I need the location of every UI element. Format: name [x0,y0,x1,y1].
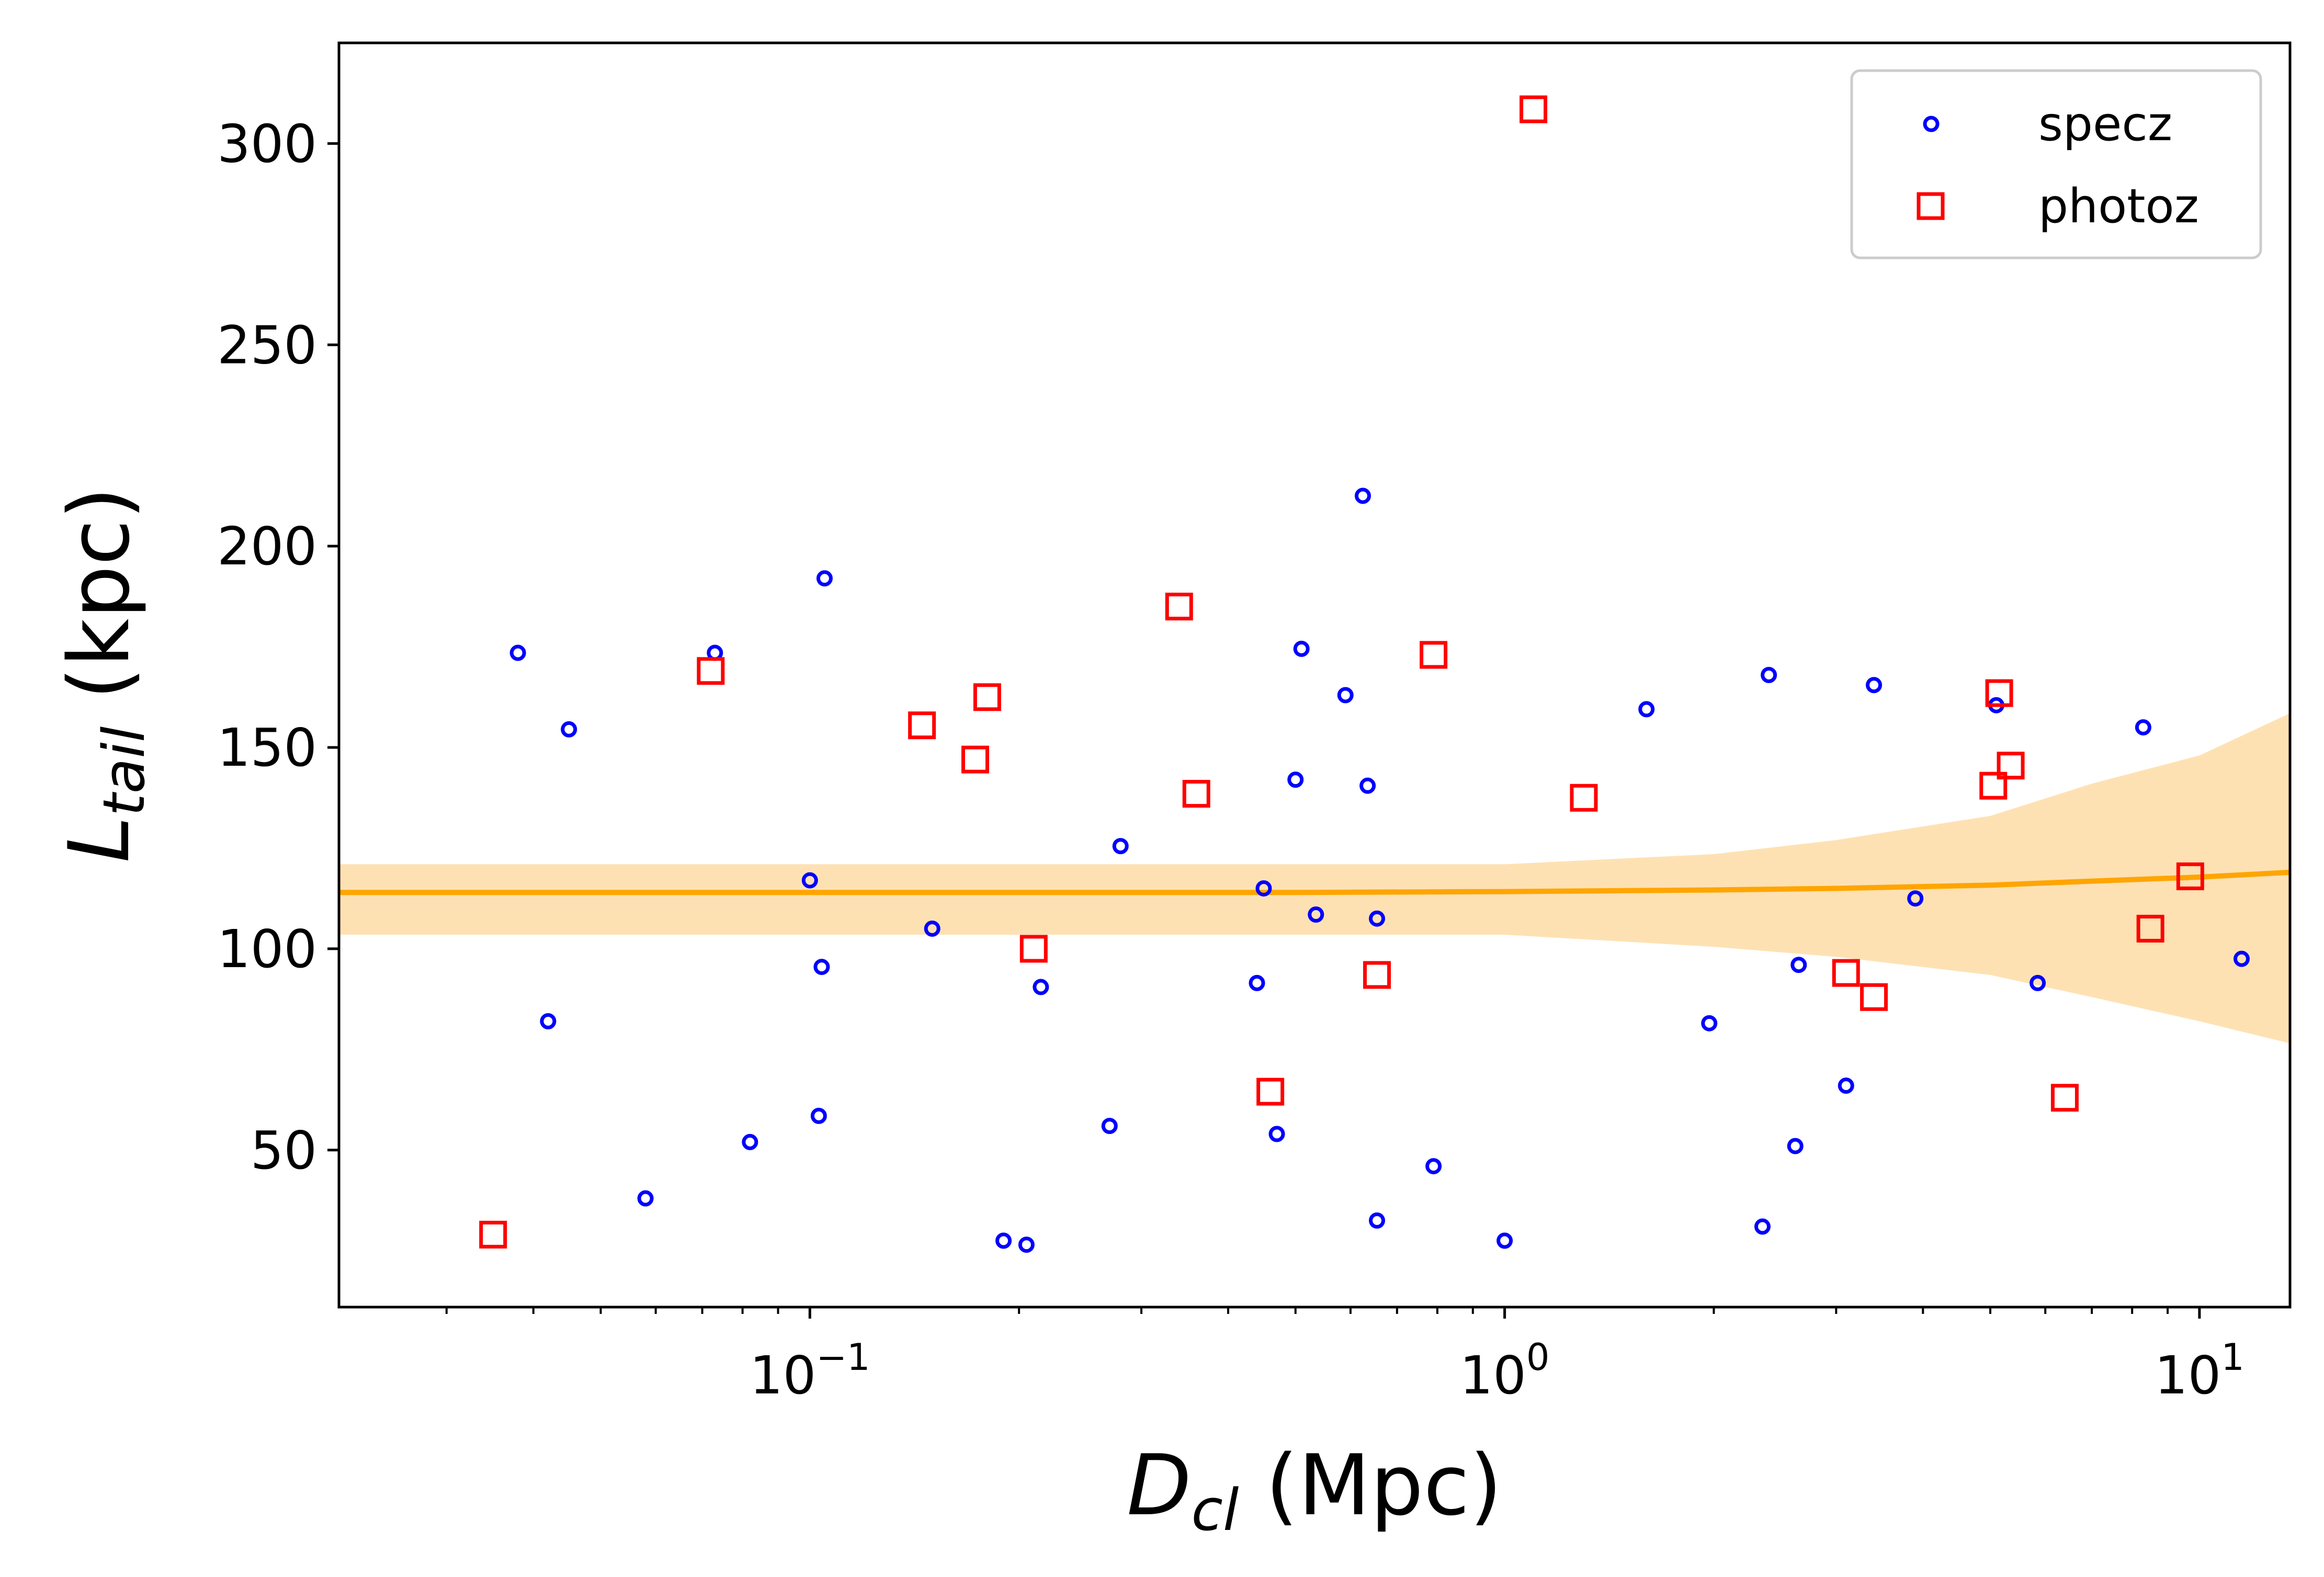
specz-point [1701,1015,1718,1031]
specz-point [509,644,526,661]
x-axis-label-main: D [1127,1436,1191,1534]
plot-area [339,95,2290,1253]
y-tick-label: 250 [217,314,317,376]
y-axis-label-main: L [50,816,148,863]
x-tick-label: 101 [2155,1336,2244,1406]
specz-point [1425,1158,1442,1175]
photoz-point [1860,983,1888,1011]
photoz-point [1985,679,2013,707]
specz-point [995,1232,1012,1249]
fit-confidence-band [339,713,2290,1043]
specz-point [1354,487,1371,504]
specz-point [801,872,818,889]
y-tick-label: 150 [217,717,317,778]
legend-box [1850,69,2262,259]
x-tick-label: 10−1 [750,1336,870,1406]
photoz-point [1997,752,2025,780]
specz-point [2030,974,2046,991]
specz-point [810,1107,827,1124]
specz-point [1293,640,1310,657]
photoz-point [1570,784,1598,812]
photoz-point [2136,914,2164,943]
specz-point [1268,1126,1285,1142]
photoz-point [1420,641,1448,669]
specz-point [1866,677,1883,694]
specz-point [1101,1118,1118,1134]
specz-point [1337,687,1354,704]
plot-frame [337,41,2292,1309]
specz-point [1112,838,1129,855]
legend-photoz-marker [1917,192,1945,220]
specz-point [1018,1236,1035,1253]
photoz-point [961,745,989,774]
specz-point [637,1190,654,1207]
y-axis-label: Ltail (kpc) [50,487,157,863]
legend: specz photoz [1850,69,2262,259]
specz-point [813,959,830,975]
specz-point [1249,974,1265,991]
specz-point [2234,950,2250,967]
x-axis-label-sub: cl [1191,1477,1239,1544]
photoz-point [1979,772,2008,800]
specz-point [1754,1218,1771,1235]
x-tick-label: 100 [1460,1336,1550,1406]
photoz-point [697,657,725,685]
photoz-point [479,1220,507,1249]
legend-specz-label: specz [2038,97,2172,152]
specz-point [1368,910,1385,927]
specz-point [2135,719,2151,736]
photoz-point [2050,1084,2079,1112]
specz-point [1787,1138,1804,1154]
y-axis-label-unit: (kpc) [50,487,148,727]
specz-point [1033,979,1049,995]
y-axis-label-sub: tail [90,726,157,816]
specz-point [816,570,833,587]
specz-point [1907,890,1924,907]
specz-point [1368,1212,1385,1229]
photoz-point [908,711,936,740]
specz-point [742,1133,758,1150]
specz-point [561,721,577,738]
legend-photoz-label: photoz [2038,179,2199,234]
specz-point [1255,880,1272,897]
x-axis-label: Dcl (Mpc) [1127,1436,1502,1544]
specz-point [1761,667,1777,683]
y-tick-label: 300 [217,113,317,174]
photoz-point [1165,593,1193,621]
specz-point [540,1013,557,1029]
y-tick-label: 200 [217,516,317,577]
y-tick-label: 50 [251,1120,317,1181]
specz-point [1638,701,1655,718]
y-tick-label: 100 [217,918,317,980]
photoz-point [1363,961,1391,989]
specz-point [1359,777,1376,794]
specz-point [1308,906,1324,923]
photoz-point [1832,959,1860,987]
photoz-point [1182,780,1210,808]
photoz-point [2176,862,2204,890]
photoz-point [1019,935,1048,963]
photoz-point [1256,1077,1285,1106]
specz-point [1287,772,1304,788]
specz-point [1838,1077,1854,1094]
axes: 50 100 150 200 250 300 10−1 100 101 [217,113,2244,1406]
x-axis-label-unit: (Mpc) [1239,1436,1502,1534]
photoz-point [973,683,1001,711]
fit-line [339,869,2290,895]
photoz-point [1520,95,1548,123]
specz-point [924,920,940,937]
legend-specz-marker [1923,116,1940,132]
specz-point [1790,957,1807,973]
specz-point [1497,1232,1513,1249]
